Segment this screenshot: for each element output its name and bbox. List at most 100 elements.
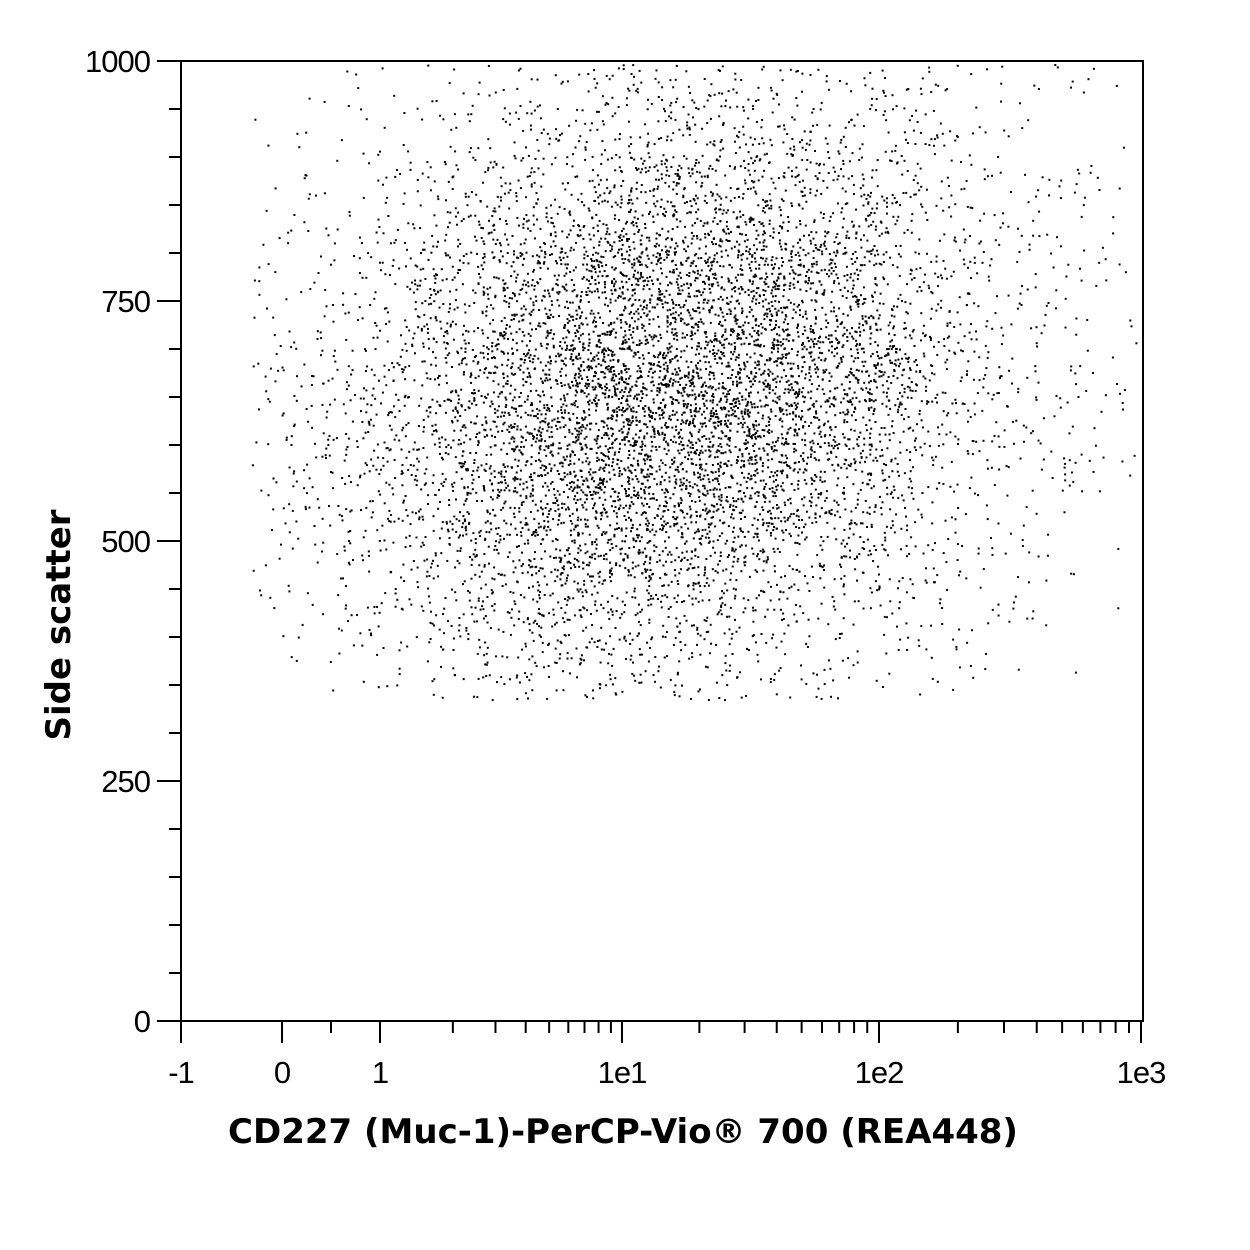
event-point xyxy=(930,624,932,627)
event-point xyxy=(795,526,797,528)
event-point xyxy=(771,389,774,392)
event-point xyxy=(969,665,972,667)
event-point xyxy=(881,454,884,457)
event-point xyxy=(664,421,667,424)
event-point xyxy=(843,555,846,558)
event-point xyxy=(885,525,888,528)
event-point xyxy=(722,392,725,395)
event-point xyxy=(674,311,677,314)
event-point xyxy=(586,263,589,266)
event-point xyxy=(941,132,944,135)
event-point xyxy=(712,421,715,424)
event-point xyxy=(713,495,716,498)
event-point xyxy=(884,95,887,98)
event-point xyxy=(986,175,989,178)
event-point xyxy=(638,356,641,359)
event-point xyxy=(859,536,862,538)
event-point xyxy=(523,279,526,282)
event-point xyxy=(830,695,832,698)
event-point xyxy=(644,423,647,426)
event-point xyxy=(438,537,441,540)
event-point xyxy=(652,215,655,218)
event-point xyxy=(561,250,564,253)
event-point xyxy=(689,404,692,407)
event-point xyxy=(701,425,704,428)
event-point xyxy=(521,263,524,266)
event-point xyxy=(729,486,732,489)
event-point xyxy=(701,534,704,537)
event-point xyxy=(620,376,623,379)
event-point xyxy=(737,371,740,374)
event-point xyxy=(969,260,972,263)
event-point xyxy=(679,497,682,500)
event-point xyxy=(335,437,338,440)
event-point xyxy=(704,236,707,239)
event-point xyxy=(737,356,740,359)
event-point xyxy=(570,344,573,347)
event-point xyxy=(383,375,386,378)
event-point xyxy=(680,167,683,170)
event-point xyxy=(875,98,878,100)
event-point xyxy=(557,601,560,604)
event-point xyxy=(367,420,370,423)
event-point xyxy=(518,507,521,510)
event-point xyxy=(852,533,855,536)
event-point xyxy=(638,436,641,439)
event-point xyxy=(346,446,349,448)
event-point xyxy=(1046,554,1049,557)
event-point xyxy=(679,568,682,571)
event-point xyxy=(724,387,727,390)
event-point xyxy=(946,324,949,327)
event-point xyxy=(379,261,381,264)
event-point xyxy=(692,376,695,378)
event-point xyxy=(659,407,662,409)
event-point xyxy=(624,222,627,225)
event-point xyxy=(654,656,657,658)
event-point xyxy=(464,520,466,523)
event-point xyxy=(946,176,949,179)
event-point xyxy=(687,245,690,248)
event-point xyxy=(627,569,630,572)
event-point xyxy=(462,373,465,376)
event-point xyxy=(634,565,637,568)
event-point xyxy=(666,596,669,599)
event-point xyxy=(295,520,298,523)
event-point xyxy=(536,254,539,257)
event-point xyxy=(747,400,750,403)
event-point xyxy=(595,258,598,261)
event-point xyxy=(804,313,807,316)
event-point xyxy=(539,542,542,545)
event-point xyxy=(602,478,605,480)
event-point xyxy=(870,406,873,409)
event-point xyxy=(627,457,630,460)
event-point xyxy=(648,621,651,624)
event-point xyxy=(789,535,792,538)
event-point xyxy=(579,544,582,547)
event-point xyxy=(644,405,647,407)
event-point xyxy=(870,427,873,430)
event-point xyxy=(760,589,762,592)
event-point xyxy=(881,501,884,504)
event-point xyxy=(661,99,663,101)
event-point xyxy=(628,278,631,281)
event-point xyxy=(642,551,645,554)
event-point xyxy=(827,322,830,324)
event-point xyxy=(675,523,678,526)
event-point xyxy=(626,288,629,291)
event-point xyxy=(682,134,685,137)
event-point xyxy=(690,205,693,208)
event-point xyxy=(548,292,550,295)
event-point xyxy=(633,247,636,250)
event-point xyxy=(737,498,740,501)
event-point xyxy=(701,492,704,495)
event-point xyxy=(477,220,480,223)
event-point xyxy=(470,577,473,580)
event-point xyxy=(462,324,465,327)
event-point xyxy=(597,429,600,432)
event-point xyxy=(844,203,847,205)
event-point xyxy=(714,456,716,459)
event-point xyxy=(472,392,475,395)
event-point xyxy=(537,394,540,397)
event-point xyxy=(325,227,328,230)
event-point xyxy=(609,549,612,552)
